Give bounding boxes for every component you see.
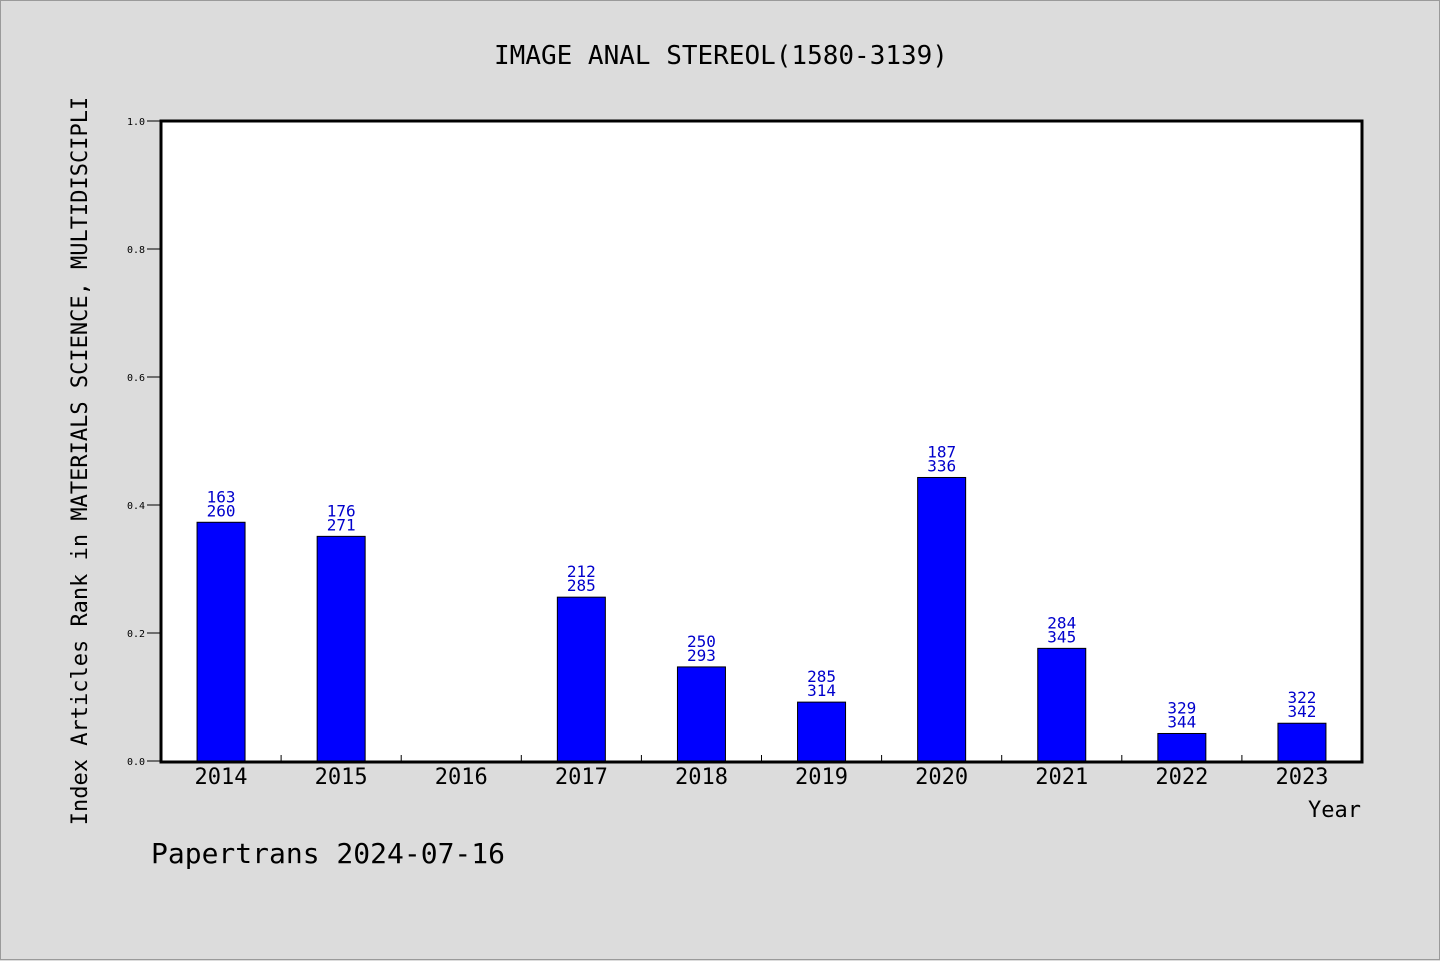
bar-label-bottom: 345 (1047, 627, 1076, 646)
bar-label-top: 176 (327, 501, 356, 520)
x-tick-label: 2020 (915, 765, 968, 790)
bar-label-top: 329 (1167, 698, 1196, 717)
bar-label-bottom: 336 (927, 456, 956, 475)
bar-label-top: 212 (567, 562, 596, 581)
x-tick-label: 2016 (435, 765, 488, 790)
bar-label-bottom: 293 (687, 646, 716, 665)
x-tick-label: 2018 (675, 765, 728, 790)
bar-2020 (917, 476, 967, 762)
x-tick-label: 2019 (795, 765, 848, 790)
bar-2021 (1037, 647, 1087, 762)
bar-2023 (1277, 722, 1327, 762)
x-tick-label: 2022 (1155, 765, 1208, 790)
bar-label-bottom: 314 (807, 681, 836, 700)
bar-label-top: 250 (687, 632, 716, 651)
x-tick-label: 2017 (555, 765, 608, 790)
bar-label-bottom: 260 (207, 501, 236, 520)
y-axis: 0.0 0.2 0.4 0.6 0.8 1.0 (127, 117, 161, 768)
y-tick-label: 0.0 (127, 757, 145, 768)
bar-2014 (196, 521, 246, 762)
bar-2017 (556, 596, 606, 762)
x-axis: 2014 2015 2016 2017 2018 2019 2020 2021 2022 2023 (195, 755, 1328, 790)
bar-2019 (797, 701, 847, 762)
bar-2022 (1157, 732, 1207, 762)
x-tick-label: 2023 (1275, 765, 1328, 790)
bar-label-bottom: 342 (1287, 702, 1316, 721)
y-tick-label: 1.0 (127, 117, 145, 128)
footer-credit: Papertrans 2024-07-16 (151, 837, 505, 870)
bar-label-bottom: 285 (567, 576, 596, 595)
bar-label-top: 285 (807, 667, 836, 686)
bar-label-top: 187 (927, 442, 956, 461)
x-axis-label: Year (1308, 798, 1361, 823)
y-tick-label: 0.6 (127, 373, 145, 384)
bar-label-top: 163 (207, 487, 236, 506)
bar-2018 (676, 666, 726, 762)
y-tick-label: 0.2 (127, 629, 145, 640)
y-axis-label: Index Articles Rank in MATERIALS SCIENCE… (68, 97, 93, 825)
bar-label-bottom: 344 (1167, 712, 1196, 731)
x-tick-label: 2021 (1035, 765, 1088, 790)
bar-label-top: 284 (1047, 613, 1076, 632)
x-tick-label: 2015 (315, 765, 368, 790)
y-tick-label: 0.4 (127, 501, 145, 512)
bar-label-bottom: 271 (327, 515, 356, 534)
bar-2015 (316, 535, 366, 762)
bar-label-top: 322 (1287, 688, 1316, 707)
x-tick-label: 2014 (195, 765, 248, 790)
chart-title: IMAGE ANAL STEREOL(1580-3139) (494, 41, 948, 71)
y-tick-label: 0.8 (127, 245, 145, 256)
